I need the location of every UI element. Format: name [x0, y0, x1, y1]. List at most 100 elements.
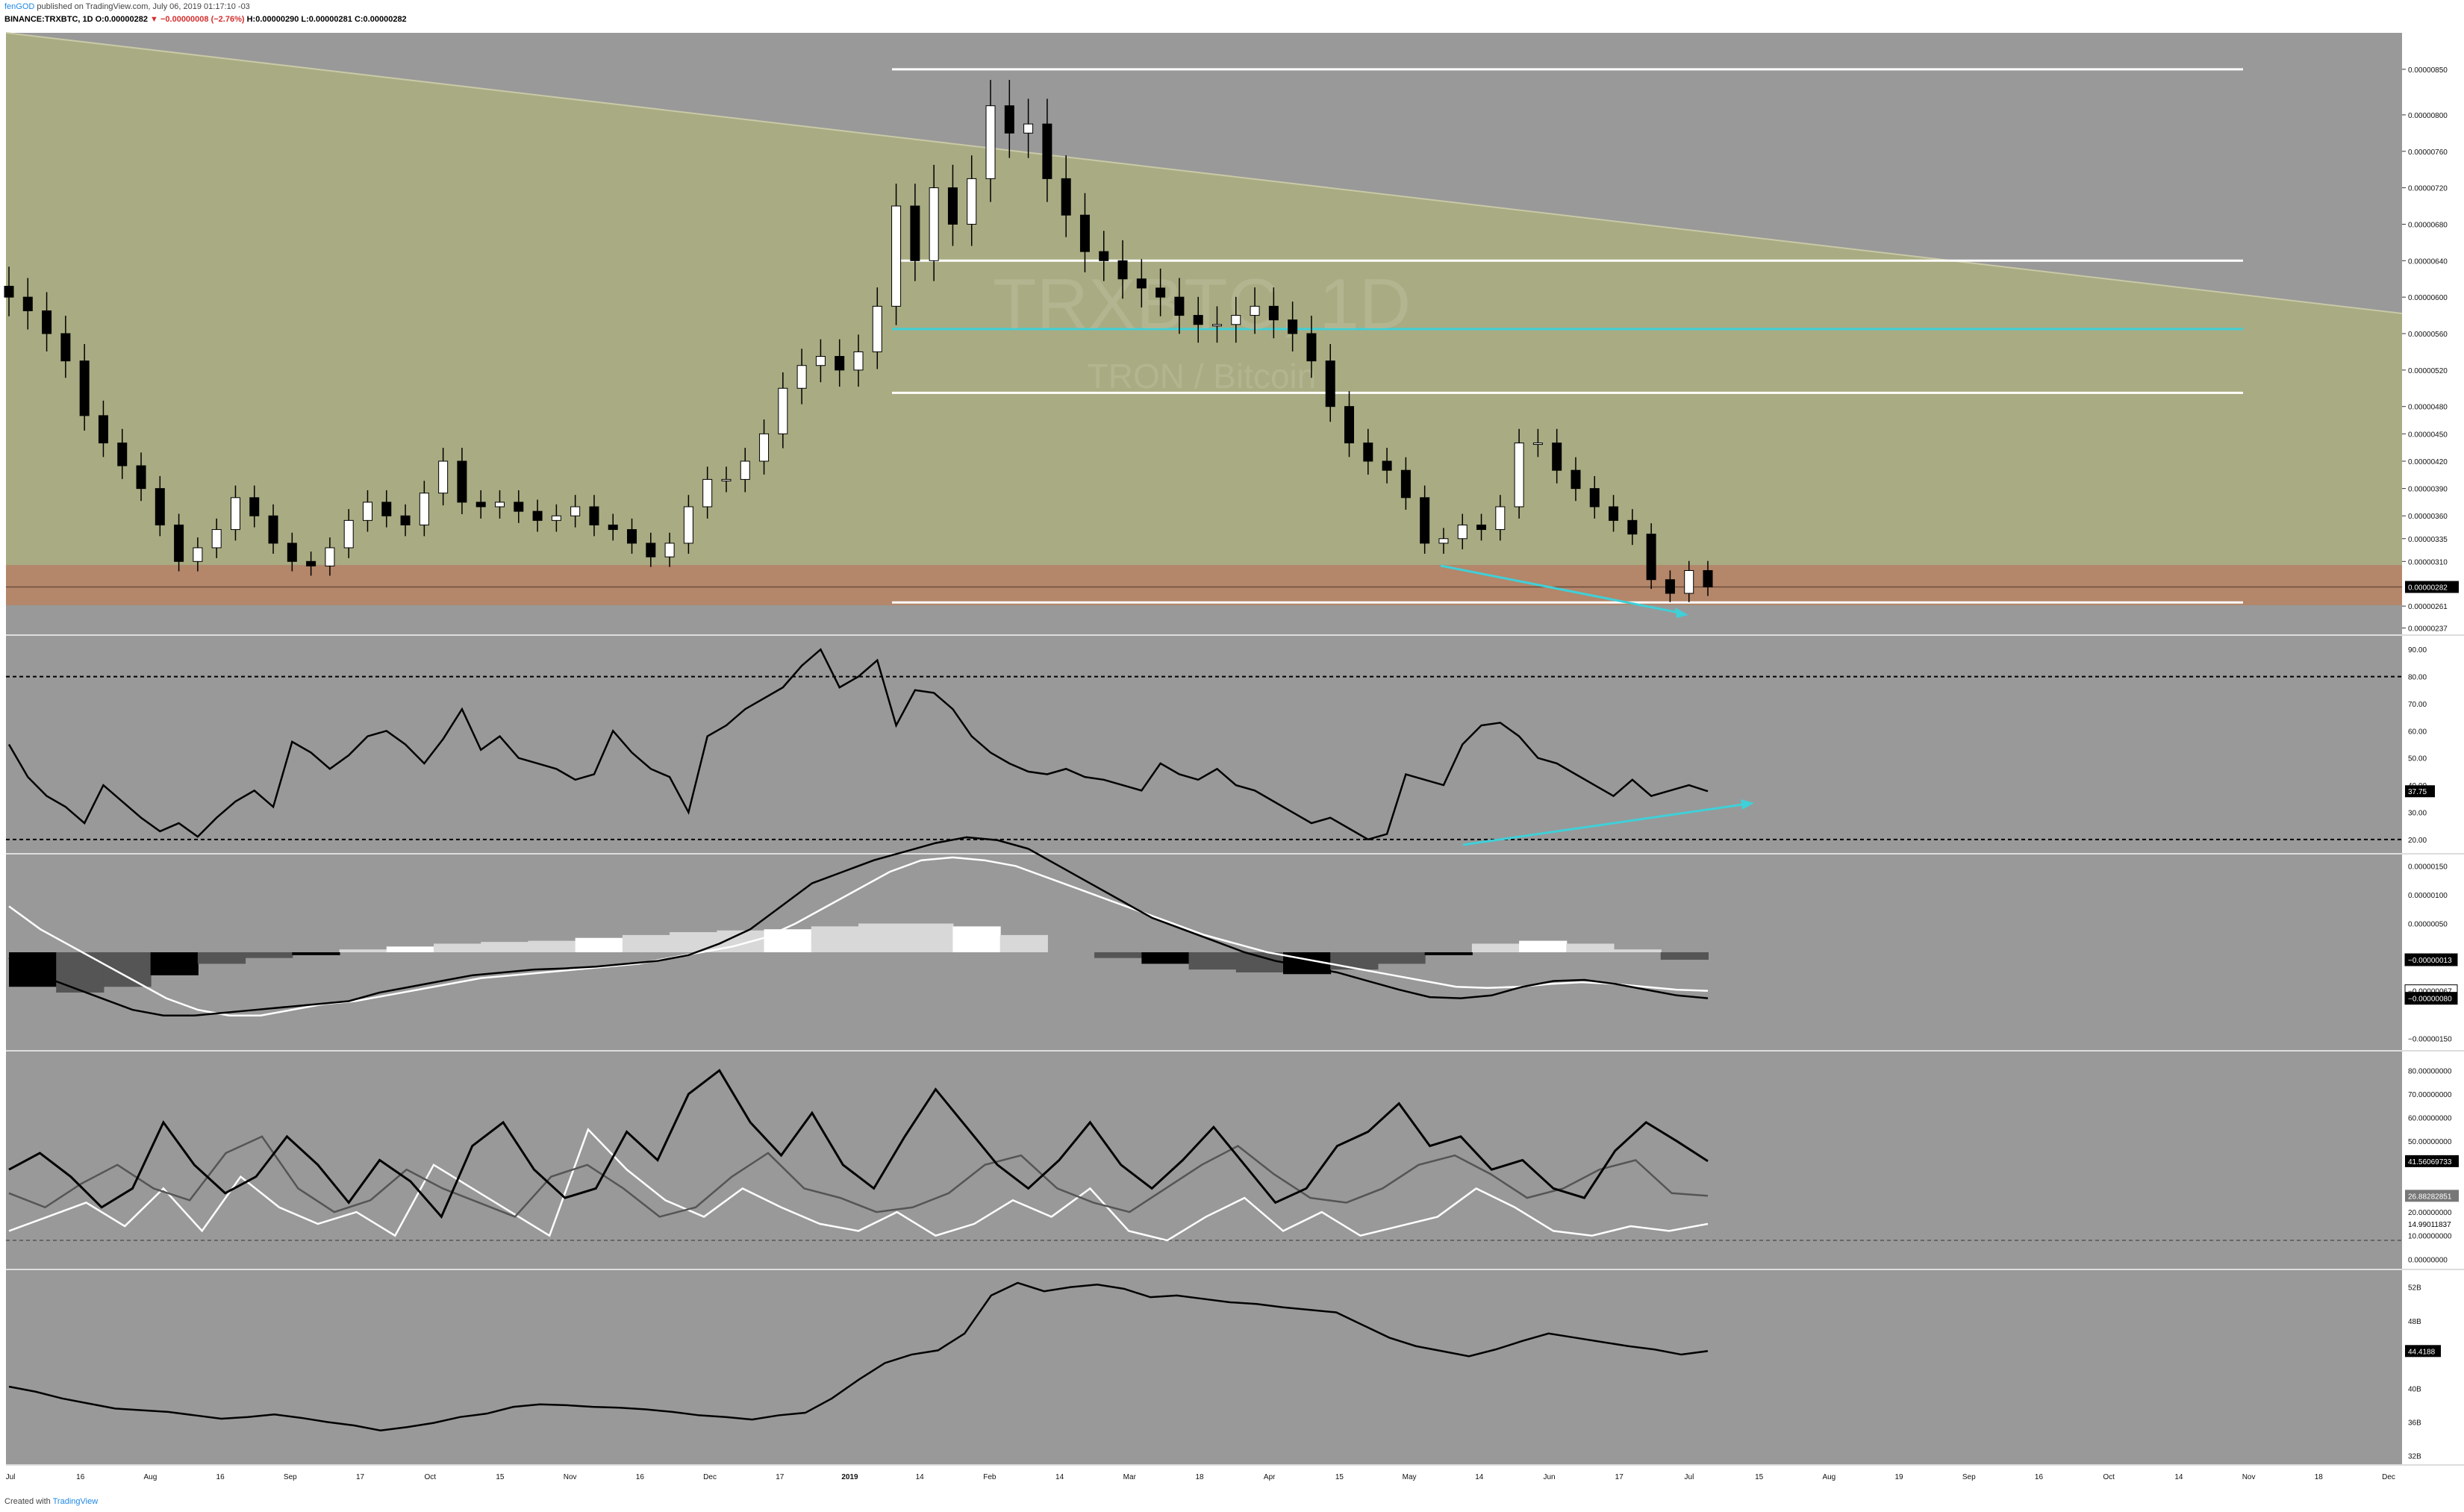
- price-axis-label: 0.00000390: [2408, 486, 2448, 494]
- candle-body: [1099, 251, 1109, 261]
- oscillator-1-label-last: 37.75: [2408, 788, 2427, 796]
- oscillator-1-label: 60.00: [2408, 728, 2427, 736]
- candle-body: [1703, 570, 1713, 587]
- time-axis-label: 2019: [841, 1473, 858, 1481]
- histogram-bar: [1660, 952, 1709, 960]
- time-axis-label: 17: [356, 1473, 365, 1481]
- last-value-badge: [2405, 1217, 2459, 1230]
- oscillator-4-line: [8, 1281, 1709, 1432]
- footer: Created with TradingView: [4, 1497, 98, 1506]
- candle-body: [967, 178, 977, 225]
- time-axis-label: 16: [76, 1473, 85, 1481]
- candle-body: [1665, 579, 1675, 594]
- candle-body: [79, 360, 90, 416]
- candle-body: [1571, 469, 1581, 490]
- last-price-badge: [2405, 581, 2459, 593]
- time-axis-label: 16: [636, 1473, 645, 1481]
- divergence-arrow-price: [1440, 564, 1684, 615]
- oscillator-3-line: [8, 1135, 1709, 1218]
- oscillator-4-label: 40B: [2408, 1385, 2421, 1393]
- candle-body: [457, 460, 467, 503]
- candle-body: [438, 460, 449, 494]
- oscillator-3-label: 50.00000000: [2408, 1138, 2452, 1146]
- time-axis-label: 14: [1055, 1473, 1064, 1481]
- time-axis-label: Jul: [6, 1473, 16, 1481]
- candle-body: [1325, 360, 1335, 407]
- candle-body: [1646, 534, 1656, 581]
- time-axis-label: 14: [1475, 1473, 1484, 1481]
- candle-body: [1061, 178, 1071, 216]
- candle-body: [325, 547, 335, 566]
- time-axis-label: 17: [1615, 1473, 1624, 1481]
- price-axis-label: 0.00000335: [2408, 536, 2448, 544]
- candle-body: [815, 356, 826, 366]
- histogram-bar: [1188, 952, 1237, 970]
- candle-body: [1155, 287, 1166, 298]
- histogram-bar: [670, 932, 718, 952]
- histogram-bar: [434, 943, 482, 952]
- candle-body: [872, 305, 882, 352]
- price-axis-label: 0.00000720: [2408, 185, 2448, 193]
- macd-line: [8, 836, 1709, 1017]
- time-axis-background: [0, 1466, 2464, 1493]
- candle-body: [1211, 324, 1222, 327]
- oscillator-3-label: 80.00000000: [2408, 1067, 2452, 1075]
- time-axis-label: Mar: [1123, 1473, 1137, 1481]
- price-axis-label: 0.00000360: [2408, 513, 2448, 521]
- oscillator-2-label: 0.00000050: [2408, 920, 2448, 928]
- pane-background-o3: [6, 1052, 2402, 1269]
- time-axis-label: 15: [1755, 1473, 1764, 1481]
- candle-body: [249, 497, 260, 516]
- price-axis-label: 0.00000237: [2408, 625, 2448, 633]
- last-value-badge: [2405, 1155, 2459, 1167]
- candle-body: [1420, 497, 1430, 544]
- candle-body: [381, 502, 392, 516]
- candle-body: [42, 310, 52, 334]
- candle-body: [608, 524, 618, 531]
- candle-body: [853, 351, 864, 371]
- footer-created: Created with: [4, 1497, 51, 1506]
- price-axis-label: 0.00000520: [2408, 367, 2448, 375]
- candle-body: [1079, 214, 1090, 252]
- candle-body: [4, 285, 14, 298]
- candle-body: [985, 105, 996, 179]
- candle-body: [155, 488, 165, 525]
- candle-body: [268, 515, 278, 544]
- divergence-arrow-oscillator: [1462, 802, 1749, 846]
- oscillator-4-label: 32B: [2408, 1453, 2421, 1461]
- oscillator-3-label-last: 26.88282851: [2408, 1193, 2452, 1201]
- candle-body: [1514, 443, 1524, 507]
- tradingview-logo-text[interactable]: TradingView: [52, 1497, 99, 1506]
- histogram-bar: [999, 934, 1048, 952]
- pane-background-o1: [6, 636, 2402, 853]
- watermark-name: TRON / Bitcoin: [1088, 357, 1317, 396]
- candle-body: [1306, 333, 1317, 362]
- candle-body: [683, 506, 693, 544]
- histogram-bar: [386, 946, 434, 952]
- oscillator-1-line: [7, 648, 1709, 841]
- candle-body: [306, 560, 316, 566]
- oscillator-3-label-last: 41.56069733: [2408, 1158, 2452, 1166]
- time-axis-label: Dec: [703, 1473, 717, 1481]
- histogram-bar: [245, 952, 293, 958]
- ohlc-change: −0.00000008 (−2.76%): [160, 15, 245, 24]
- publish-info: fenGOD published on TradingView.com, Jul…: [4, 2, 250, 11]
- author-link[interactable]: fenGOD: [4, 2, 35, 11]
- candle-body: [98, 415, 108, 444]
- candle-body: [702, 478, 713, 507]
- time-axis-label: Feb: [983, 1473, 996, 1481]
- candle-body: [1023, 123, 1034, 134]
- histogram-bar: [952, 926, 1001, 952]
- price-axis-label: 0.00000420: [2408, 458, 2448, 466]
- candle-body: [910, 205, 920, 261]
- time-axis-label: 16: [2035, 1473, 2044, 1481]
- candle-body: [1042, 123, 1052, 179]
- histogram-bar: [1519, 940, 1568, 952]
- histogram-bar: [56, 952, 105, 993]
- candle-body: [532, 510, 543, 521]
- histogram-bar: [339, 949, 387, 952]
- histogram-bar: [905, 923, 954, 952]
- histogram-bar: [1613, 949, 1662, 952]
- candle-body: [570, 506, 581, 516]
